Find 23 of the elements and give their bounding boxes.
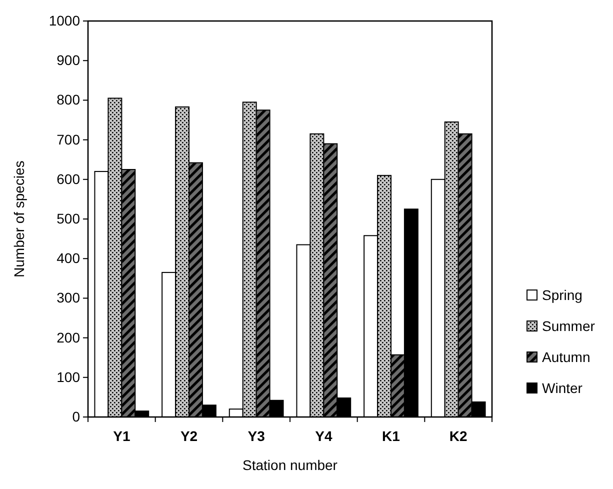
y-tick-label: 500 — [56, 210, 80, 226]
x-tick-label: Y4 — [315, 428, 332, 444]
y-tick-label: 300 — [56, 290, 80, 306]
y-tick-label: 400 — [56, 250, 80, 266]
y-tick-label: 800 — [56, 92, 80, 108]
y-tick-label: 900 — [56, 52, 80, 68]
legend-label: Autumn — [542, 349, 590, 365]
y-tick-label: 0 — [72, 408, 80, 424]
y-axis-title: Number of species — [11, 160, 27, 278]
y-tick-label: 200 — [56, 329, 80, 346]
legend-label: Winter — [542, 380, 583, 396]
x-axis-title: Station number — [242, 457, 338, 473]
y-tick-label: 700 — [56, 131, 80, 148]
y-tick-label: 600 — [56, 170, 80, 187]
x-tick-label: K1 — [382, 428, 400, 444]
y-tick-label: 1000 — [48, 12, 80, 28]
x-tick-label: K2 — [449, 428, 468, 444]
x-tick-label: Y2 — [180, 428, 198, 444]
legend-label: Spring — [542, 287, 582, 303]
legend-label: Summer — [542, 318, 596, 334]
y-tick-label: 100 — [56, 368, 80, 385]
x-tick-label: Y3 — [248, 428, 266, 444]
x-tick-label: Y1 — [113, 428, 130, 444]
